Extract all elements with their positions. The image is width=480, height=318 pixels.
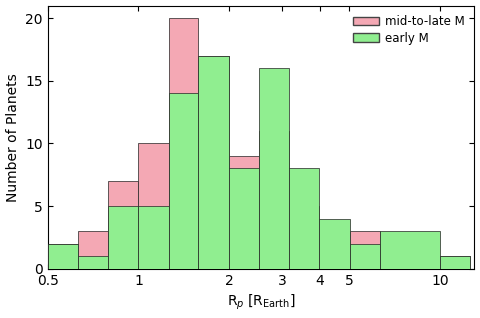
Bar	[138, 143, 168, 269]
Bar	[138, 206, 168, 269]
Bar	[48, 244, 78, 269]
Bar	[198, 56, 229, 269]
Bar	[48, 244, 78, 269]
Bar	[440, 256, 470, 269]
Bar	[229, 156, 259, 269]
Bar	[349, 231, 380, 269]
Bar	[108, 206, 138, 269]
Bar	[349, 244, 380, 269]
Bar	[259, 131, 289, 269]
Bar	[168, 18, 198, 269]
Bar	[229, 169, 259, 269]
Bar	[259, 68, 289, 269]
Bar	[78, 231, 108, 269]
Bar	[440, 256, 470, 269]
X-axis label: R$_p$ [R$_{\rm Earth}$]: R$_p$ [R$_{\rm Earth}$]	[227, 293, 295, 313]
Legend: mid-to-late M, early M: mid-to-late M, early M	[350, 11, 468, 48]
Bar	[380, 231, 440, 269]
Bar	[319, 244, 349, 269]
Y-axis label: Number of Planets: Number of Planets	[6, 73, 20, 202]
Bar	[319, 218, 349, 269]
Bar	[78, 256, 108, 269]
Bar	[198, 56, 229, 269]
Bar	[289, 206, 319, 269]
Bar	[289, 169, 319, 269]
Bar	[108, 181, 138, 269]
Bar	[168, 93, 198, 269]
